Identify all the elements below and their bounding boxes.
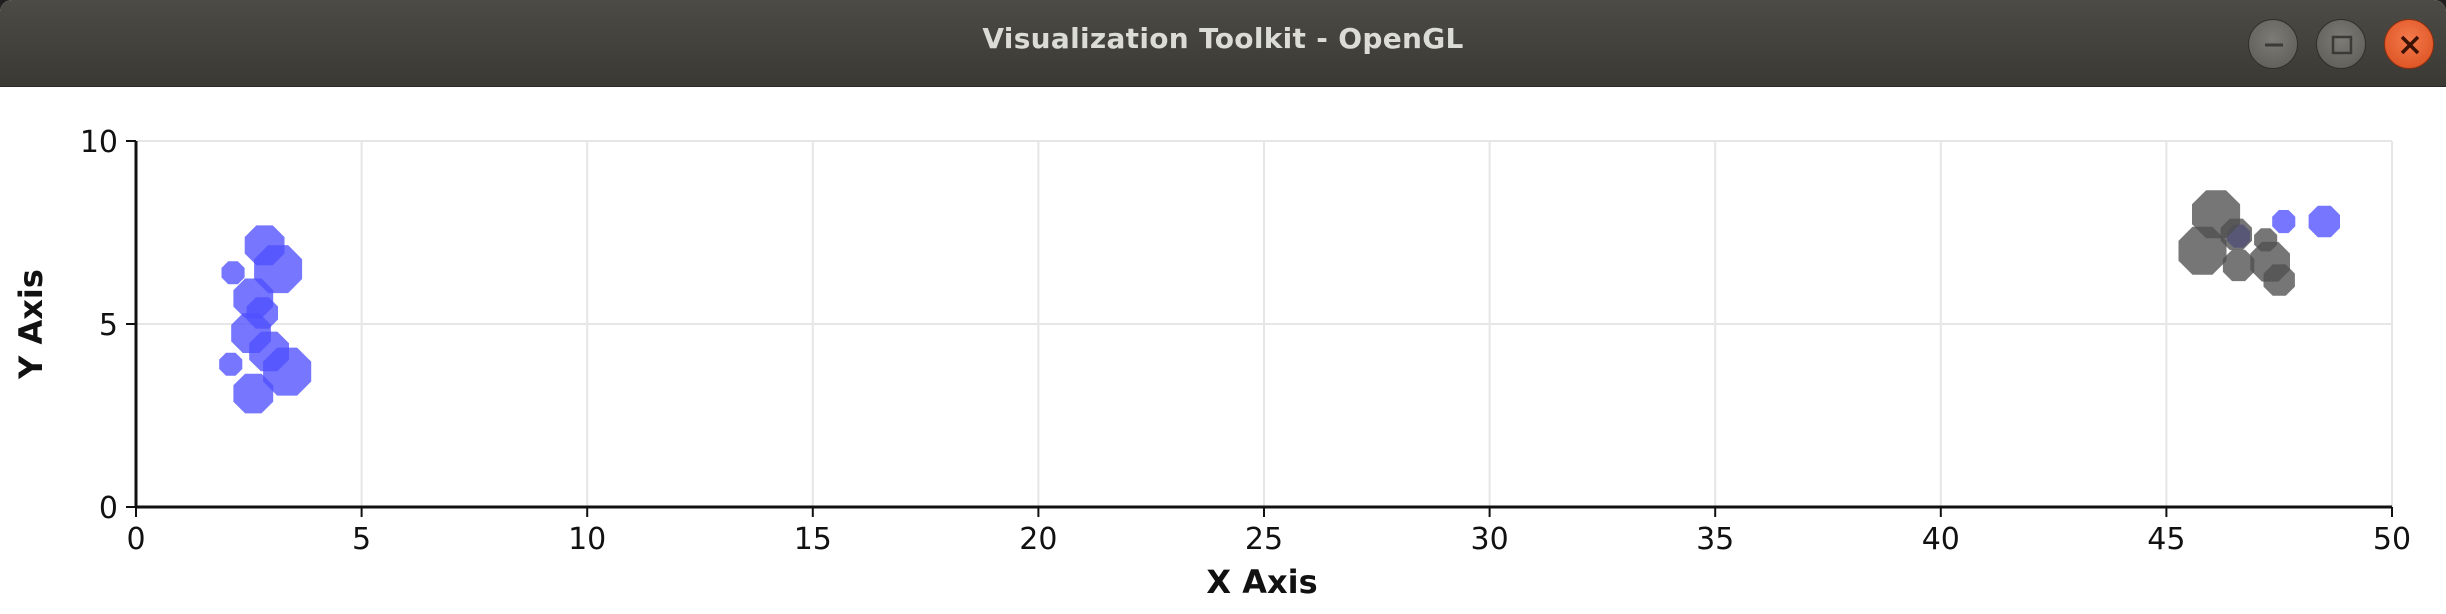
x-tick-label: 35 (1696, 522, 1734, 557)
data-point (263, 347, 312, 396)
minimize-button[interactable] (2248, 19, 2298, 69)
x-tick-label: 30 (1471, 522, 1509, 557)
chart-grid (136, 140, 2393, 507)
maximize-icon (2331, 35, 2353, 55)
close-button[interactable] (2384, 19, 2434, 69)
x-tick-label: 20 (1019, 522, 1057, 557)
y-tick-label: 0 (99, 491, 118, 526)
close-icon (2400, 35, 2420, 55)
x-tick-label: 45 (2147, 522, 2185, 557)
data-point (2272, 210, 2296, 234)
x-tick-label: 15 (794, 522, 832, 557)
x-tick-label: 0 (126, 522, 145, 557)
data-point (221, 261, 245, 285)
window-title: Visualization Toolkit - OpenGL (982, 22, 1464, 55)
data-point (2220, 218, 2252, 250)
x-tick-label: 25 (1245, 522, 1283, 557)
title-bar[interactable]: Visualization Toolkit - OpenGL (0, 0, 2446, 87)
y-tick-label: 5 (99, 308, 118, 343)
minimize-icon (2265, 43, 2283, 47)
x-tick-label: 10 (568, 522, 606, 557)
data-point (2178, 226, 2227, 275)
data-point (254, 245, 303, 294)
data-point (2308, 205, 2340, 238)
x-tick-label: 50 (2373, 522, 2411, 557)
data-point (2263, 264, 2295, 296)
x-tick-label: 40 (1922, 522, 1960, 557)
render-area[interactable]: 0 5 10 15 20 25 30 35 40 45 50 0 5 10 X Axis Y Axis (0, 87, 2446, 614)
chart-axes: 0 5 10 15 20 25 30 35 40 45 50 0 5 10 (80, 125, 2411, 557)
maximize-button[interactable] (2316, 19, 2366, 69)
chart-labels: X Axis Y Axis (12, 269, 1318, 601)
x-axis-label: X Axis (1206, 563, 1317, 601)
data-point (2222, 249, 2255, 282)
chart-points (219, 190, 2340, 414)
y-axis-label: Y Axis (12, 269, 50, 380)
scatter-chart[interactable]: 0 5 10 15 20 25 30 35 40 45 50 0 5 10 X Axis Y Axis (0, 87, 2446, 614)
x-tick-label: 5 (352, 522, 371, 557)
data-point (219, 352, 243, 376)
data-point (233, 373, 274, 414)
y-tick-label: 10 (80, 125, 118, 160)
